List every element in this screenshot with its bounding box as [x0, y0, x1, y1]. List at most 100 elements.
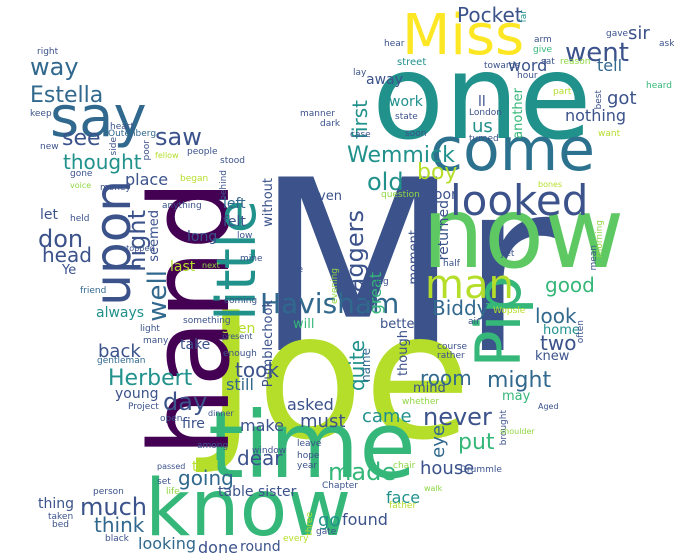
word-give: give: [533, 45, 553, 55]
word-joe: Joe: [205, 276, 472, 479]
word-passed: passed: [157, 462, 186, 471]
word-whether: whether: [402, 397, 440, 407]
word-made: made: [328, 458, 397, 486]
word-open: open: [160, 414, 183, 424]
word-project: Project: [128, 402, 159, 412]
word-even: even: [310, 189, 342, 204]
word-gone: gone: [70, 169, 93, 179]
word-say: say: [50, 85, 147, 150]
word-began: began: [180, 174, 209, 184]
word-pumblechook: Pumblechook: [261, 300, 276, 388]
word-going: going: [178, 466, 234, 490]
word-shoulder: shoulder: [500, 427, 535, 436]
word-part: part: [553, 87, 572, 97]
word-estella: Estella: [30, 83, 104, 108]
word-many: many: [143, 336, 169, 346]
word-voice: voice: [70, 181, 92, 190]
word-fellow: fellow: [155, 151, 179, 160]
word-done: done: [198, 538, 238, 557]
word-place: place: [125, 170, 169, 189]
word-best: best: [594, 90, 604, 110]
word-face: face: [386, 488, 421, 507]
word-year: year: [297, 461, 318, 471]
word-leg: leg: [375, 277, 389, 287]
word-air: air: [468, 317, 480, 327]
word-felt: felt: [223, 214, 246, 230]
word-room: room: [420, 366, 472, 390]
word-knew: knew: [535, 349, 570, 364]
word-went: went: [565, 38, 629, 68]
word-another: another: [511, 88, 526, 139]
word-low: low: [237, 231, 253, 241]
word-night: night: [123, 210, 151, 272]
word-man: man: [425, 262, 514, 308]
word-came: came: [362, 406, 412, 427]
word-young: young: [115, 386, 159, 402]
word-new: new: [40, 142, 59, 152]
word-mr: Mr: [255, 130, 559, 407]
word-thing: thing: [38, 496, 75, 512]
word-old: old: [367, 168, 404, 196]
word-mind: mind: [413, 381, 446, 396]
word-work: work: [389, 94, 423, 110]
word-jaggers: Jaggers: [341, 210, 369, 300]
word-chair: chair: [393, 461, 416, 471]
word-well: well: [143, 270, 173, 322]
word-every: every: [283, 534, 309, 544]
word-back: back: [98, 341, 141, 362]
word-dinner: dinner: [208, 409, 234, 418]
word-present: present: [222, 332, 253, 341]
word-day: day: [163, 388, 208, 416]
word-way: way: [30, 53, 79, 81]
word-take: take: [180, 337, 211, 353]
word-better: better: [380, 317, 420, 332]
word-manner: manner: [300, 109, 335, 119]
word-keep: keep: [30, 109, 52, 119]
word-sat: sat: [541, 57, 555, 67]
word-gentleman: gentleman: [97, 356, 146, 366]
word-asked: asked: [287, 395, 334, 414]
word-nothing: nothing: [565, 106, 627, 125]
word-seemed: seemed: [147, 210, 162, 262]
word-drummle: Drummle: [460, 465, 502, 475]
word-let: let: [40, 207, 58, 223]
word-mine: mine: [240, 254, 263, 264]
word-never: never: [423, 403, 492, 431]
word-reason: reason: [560, 57, 591, 67]
word-light: light: [140, 324, 160, 334]
word-next: next: [202, 261, 220, 270]
word-good: good: [545, 273, 595, 297]
word-two: two: [540, 331, 577, 355]
word-hour: hour: [517, 71, 538, 81]
word-evening: evening: [330, 268, 340, 305]
word-lay: lay: [353, 68, 367, 78]
word-look: look: [535, 304, 577, 328]
word-often: often: [576, 320, 586, 344]
word-time: time: [208, 392, 416, 499]
word-make: make: [240, 416, 284, 435]
word-far: far: [519, 10, 529, 23]
word-coming: coming: [224, 296, 258, 306]
word-life: life: [166, 487, 180, 497]
word-know: know: [145, 464, 352, 554]
word-must: must: [300, 411, 346, 432]
word-course: course: [437, 342, 468, 352]
word-leave: leave: [297, 439, 322, 449]
word-poor: poor: [142, 140, 152, 161]
word-miss: Miss: [402, 3, 525, 68]
word-friend: friend: [80, 286, 107, 296]
word-found: found: [342, 510, 388, 529]
word-held: held: [70, 214, 90, 224]
word-wemmick: Wemmick: [347, 143, 455, 168]
word-state: state: [395, 112, 418, 122]
word-home: home: [543, 323, 580, 338]
word-don: don: [38, 225, 84, 253]
word-ll: ll: [478, 94, 486, 110]
word-havisham: Havisham: [260, 287, 400, 320]
word-enough: enough: [223, 349, 257, 359]
word-three: three: [305, 512, 315, 536]
word-ye: Ye: [62, 263, 77, 278]
word-set: set: [157, 477, 171, 487]
word-moment: moment: [407, 230, 422, 285]
